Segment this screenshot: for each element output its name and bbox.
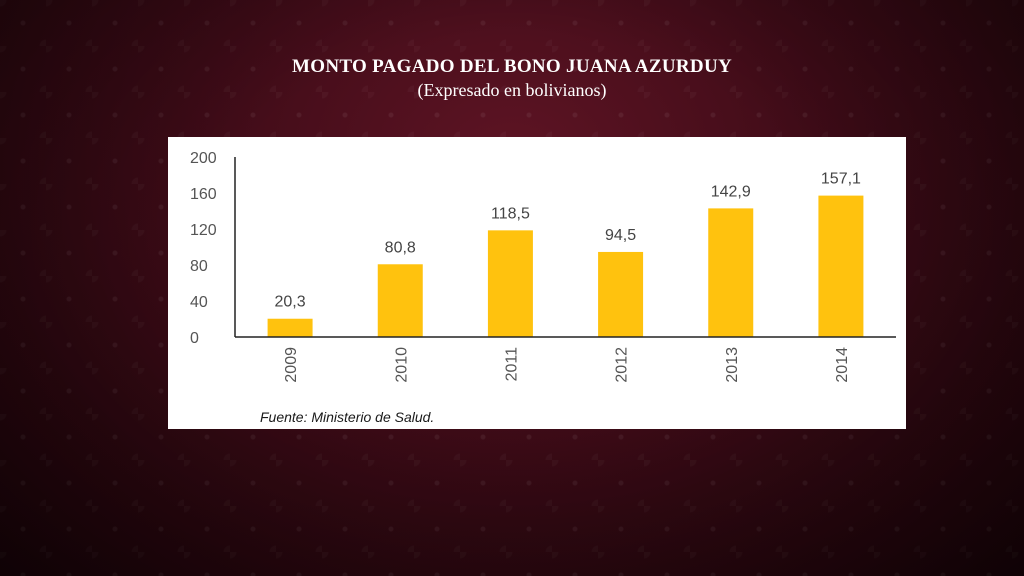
- chart-panel: 0 40 80 120 160 200 20,3 80,8 118,5 94,5 142,9 157…: [168, 137, 906, 429]
- y-tick-label: 80: [190, 258, 208, 275]
- bar-chart: 0 40 80 120 160 200 20,3 80,8 118,5 94,5 142,9 157…: [190, 150, 896, 383]
- source-note: Fuente: Ministerio de Salud.: [260, 409, 435, 425]
- bar-2013: [708, 208, 754, 337]
- y-axis-ticks: 0 40 80 120 160 200: [190, 150, 217, 347]
- y-tick-label: 120: [190, 222, 217, 239]
- data-label-2013: 142,9: [711, 183, 751, 200]
- slide-title: MONTO PAGADO DEL BONO JUANA AZURDUY: [292, 56, 732, 77]
- bars: [267, 195, 864, 337]
- bar-2010: [377, 264, 423, 337]
- y-tick-label: 40: [190, 294, 208, 311]
- slide-subtitle: (Expresado en bolivianos): [417, 80, 607, 100]
- data-label-2011: 118,5: [491, 205, 530, 222]
- data-labels: 20,3 80,8 118,5 94,5 142,9 157,1: [275, 171, 862, 311]
- y-tick-label: 0: [190, 330, 199, 347]
- x-axis-ticks: 2009 2010 2011 2012 2013 2014: [283, 347, 851, 383]
- y-tick-label: 160: [190, 186, 217, 203]
- bar-2011: [487, 230, 533, 337]
- data-label-2010: 80,8: [385, 239, 416, 256]
- data-label-2009: 20,3: [275, 294, 306, 311]
- bar-2009: [267, 318, 313, 337]
- data-label-2014: 157,1: [821, 171, 861, 188]
- data-label-2012: 94,5: [605, 227, 636, 244]
- x-tick-label: 2011: [503, 347, 520, 382]
- x-tick-label: 2009: [283, 347, 300, 383]
- x-tick-label: 2012: [614, 347, 631, 383]
- y-tick-label: 200: [190, 150, 217, 167]
- x-tick-label: 2010: [393, 347, 410, 383]
- x-tick-label: 2013: [724, 347, 741, 383]
- bar-2012: [598, 251, 644, 337]
- x-tick-label: 2014: [834, 347, 851, 383]
- bar-2014: [818, 195, 864, 337]
